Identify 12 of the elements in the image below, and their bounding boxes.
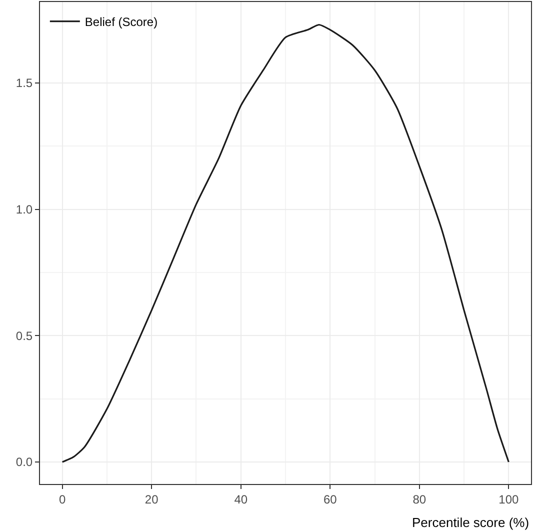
x-tick-label: 20 [144,492,159,506]
x-tick-label: 80 [412,492,426,506]
x-tick-label: 40 [234,492,248,506]
y-tick-label: 1.0 [16,202,33,216]
legend-label: Belief (Score) [84,15,158,29]
x-axis-title: Percentile score (%) [412,515,530,530]
x-tick-label: 100 [498,492,520,506]
y-tick-label: 0.0 [16,455,33,470]
y-tick-label: 1.5 [16,76,33,90]
y-tick-label: 0.5 [16,328,33,343]
x-tick-label: 60 [323,492,338,506]
x-tick-label: 0 [58,492,66,506]
